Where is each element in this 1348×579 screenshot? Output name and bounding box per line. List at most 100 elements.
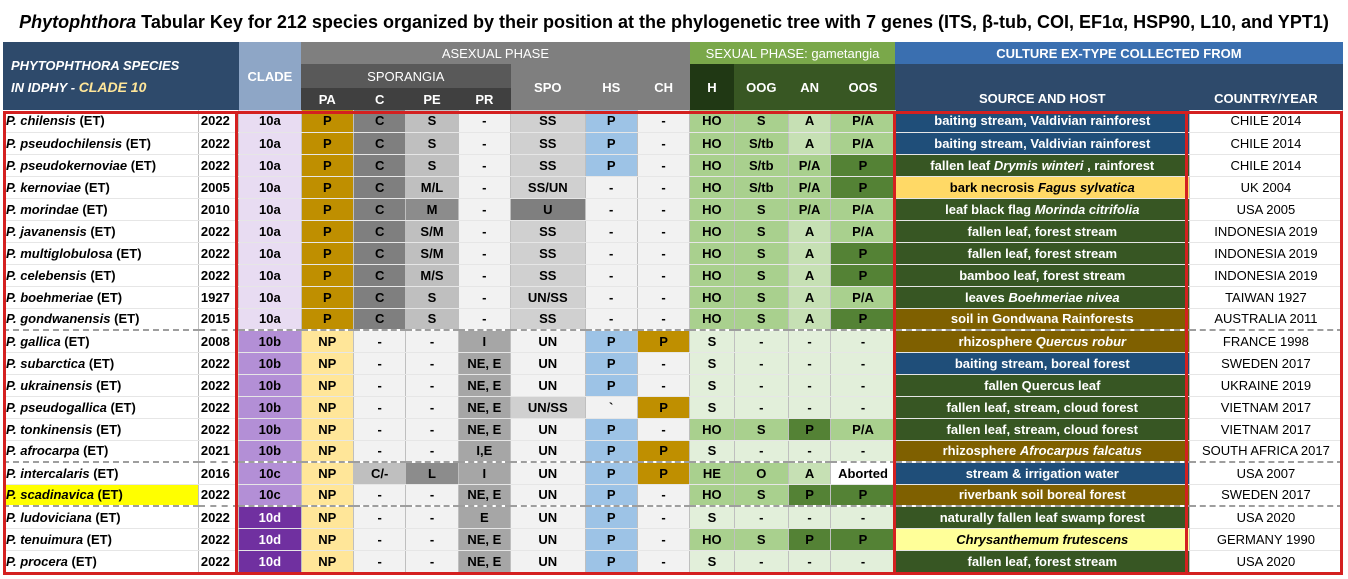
cell-pr: - xyxy=(458,176,512,199)
cell-hs: - xyxy=(585,308,638,331)
table-row: P. gallica (ET) 2008 10b NP - - I UN P P S - - - rhizo… xyxy=(3,330,1344,353)
sexual-phase-header: SEXUAL PHASE: gametangia xyxy=(689,42,896,64)
cell-ch: P xyxy=(637,462,691,485)
species-binomial: P. morindae xyxy=(6,201,79,217)
cell-ch: - xyxy=(637,220,691,243)
col-country: COUNTRY/YEAR xyxy=(1189,64,1343,110)
source-text: fallen leaf xyxy=(930,157,994,173)
col-spo: SPO xyxy=(510,64,586,110)
cell-pa: P xyxy=(301,242,354,265)
ex-type-marker: (ET) xyxy=(79,443,109,459)
cell-ch: - xyxy=(637,198,691,221)
cell-hs: P xyxy=(585,550,638,573)
species-name: P. javanensis (ET) xyxy=(3,220,199,243)
country-year-cell: USA 2005 xyxy=(1189,198,1344,221)
cell-c: C xyxy=(353,198,407,221)
table-row: P. javanensis (ET) 2022 10a P C S/M - SS - - HO S A P… xyxy=(3,220,1344,243)
cell-h: S xyxy=(689,506,735,529)
cell-oos: - xyxy=(830,374,896,397)
cell-c: - xyxy=(353,352,407,375)
source-text: fallen leaf, forest stream xyxy=(967,553,1118,569)
source-host-cell: Chrysanthemum frutescens xyxy=(895,528,1190,551)
cell-oog: S xyxy=(734,110,789,133)
cell-hs: - xyxy=(585,242,638,265)
ex-type-marker: (ET) xyxy=(112,245,142,261)
cell-hs: - xyxy=(585,264,638,287)
cell-h: HO xyxy=(689,154,735,177)
source-host-cell: baiting stream, boreal forest xyxy=(895,352,1190,375)
country-year-cell: TAIWAN 1927 xyxy=(1189,286,1344,309)
cell-pe: - xyxy=(405,440,459,463)
cell-h: S xyxy=(689,374,735,397)
country-year-cell: CHILE 2014 xyxy=(1189,154,1344,177)
source-host-cell: fallen leaf, forest stream xyxy=(895,550,1190,573)
year-cell: 2022 xyxy=(198,154,240,177)
ex-type-marker: (ET) xyxy=(91,509,121,525)
cell-h: HO xyxy=(689,286,735,309)
species-name: P. kernoviae (ET) xyxy=(3,176,199,199)
cell-h: HO xyxy=(689,220,735,243)
description-year: 1927 xyxy=(200,289,230,305)
cell-an: - xyxy=(788,330,832,353)
cell-pe: - xyxy=(405,550,459,573)
cell-oog: - xyxy=(734,352,789,375)
country-year-cell: CHILE 2014 xyxy=(1189,132,1344,155)
species-name: P. procera (ET) xyxy=(3,550,199,573)
clade-cell: 10b xyxy=(238,396,302,419)
title-genus: Phytophthora xyxy=(19,12,137,32)
description-year: 2022 xyxy=(200,553,230,569)
asexual-phase-header: ASEXUAL PHASE xyxy=(301,42,690,64)
description-year: 2022 xyxy=(200,245,230,261)
country-year-cell: USA 2020 xyxy=(1189,550,1344,573)
cell-an: P xyxy=(788,528,832,551)
cell-hs: P xyxy=(585,132,638,155)
cell-c: C xyxy=(353,308,407,331)
cell-oog: S/tb xyxy=(734,154,789,177)
cell-pa: NP xyxy=(301,330,354,353)
cell-oos: P/A xyxy=(830,220,896,243)
species-binomial: P. pseudogallica xyxy=(6,399,107,415)
source-text: rhizosphere xyxy=(942,443,1020,459)
col-ch: CH xyxy=(637,64,690,110)
clade-cell: 10a xyxy=(238,308,302,331)
cell-hs: ` xyxy=(585,396,638,419)
cell-oos: - xyxy=(830,506,896,529)
cell-spo: SS xyxy=(510,308,586,331)
cell-hs: P xyxy=(585,418,638,441)
cell-pa: NP xyxy=(301,484,354,507)
cell-h: HO xyxy=(689,484,735,507)
cell-an: A xyxy=(788,462,832,485)
cell-spo: UN xyxy=(510,330,586,353)
host-species: Quercus robur xyxy=(1035,333,1127,349)
cell-an: A xyxy=(788,264,832,287)
cell-oos: - xyxy=(830,550,896,573)
cell-oos: P xyxy=(830,154,896,177)
cell-h: HO xyxy=(689,242,735,265)
col-h: H xyxy=(689,64,735,110)
cell-pe: M/S xyxy=(405,264,459,287)
source-text: leaves xyxy=(964,289,1009,305)
clade-cell: 10d xyxy=(238,506,302,529)
cell-pa: P xyxy=(301,154,354,177)
cell-pr: NE, E xyxy=(458,550,512,573)
ex-type-marker: (ET) xyxy=(75,113,105,129)
cell-pe: S xyxy=(405,308,459,331)
country-year-cell: UKRAINE 2019 xyxy=(1189,374,1344,397)
cell-spo: UN xyxy=(510,374,586,397)
clade-cell: 10d xyxy=(238,550,302,573)
cell-h: S xyxy=(689,330,735,353)
source-host-cell: soil in Gondwana Rainforests xyxy=(895,308,1190,331)
description-year: 2022 xyxy=(200,487,230,503)
cell-oog: - xyxy=(734,440,789,463)
cell-pr: NE, E xyxy=(458,418,512,441)
cell-h: S xyxy=(689,396,735,419)
year-cell: 2005 xyxy=(198,176,240,199)
cell-an: A xyxy=(788,132,832,155)
host-species: Afrocarpus falcatus xyxy=(1019,443,1142,459)
table-row: P. pseudochilensis (ET) 2022 10a P C S - SS P - HO… xyxy=(3,132,1344,155)
cell-pe: - xyxy=(405,330,459,353)
source-text: baiting stream, Valdivian rainforest xyxy=(934,113,1151,129)
description-year: 2022 xyxy=(200,157,230,173)
cell-pr: - xyxy=(458,264,512,287)
host-species: Drymis winteri xyxy=(993,157,1084,173)
